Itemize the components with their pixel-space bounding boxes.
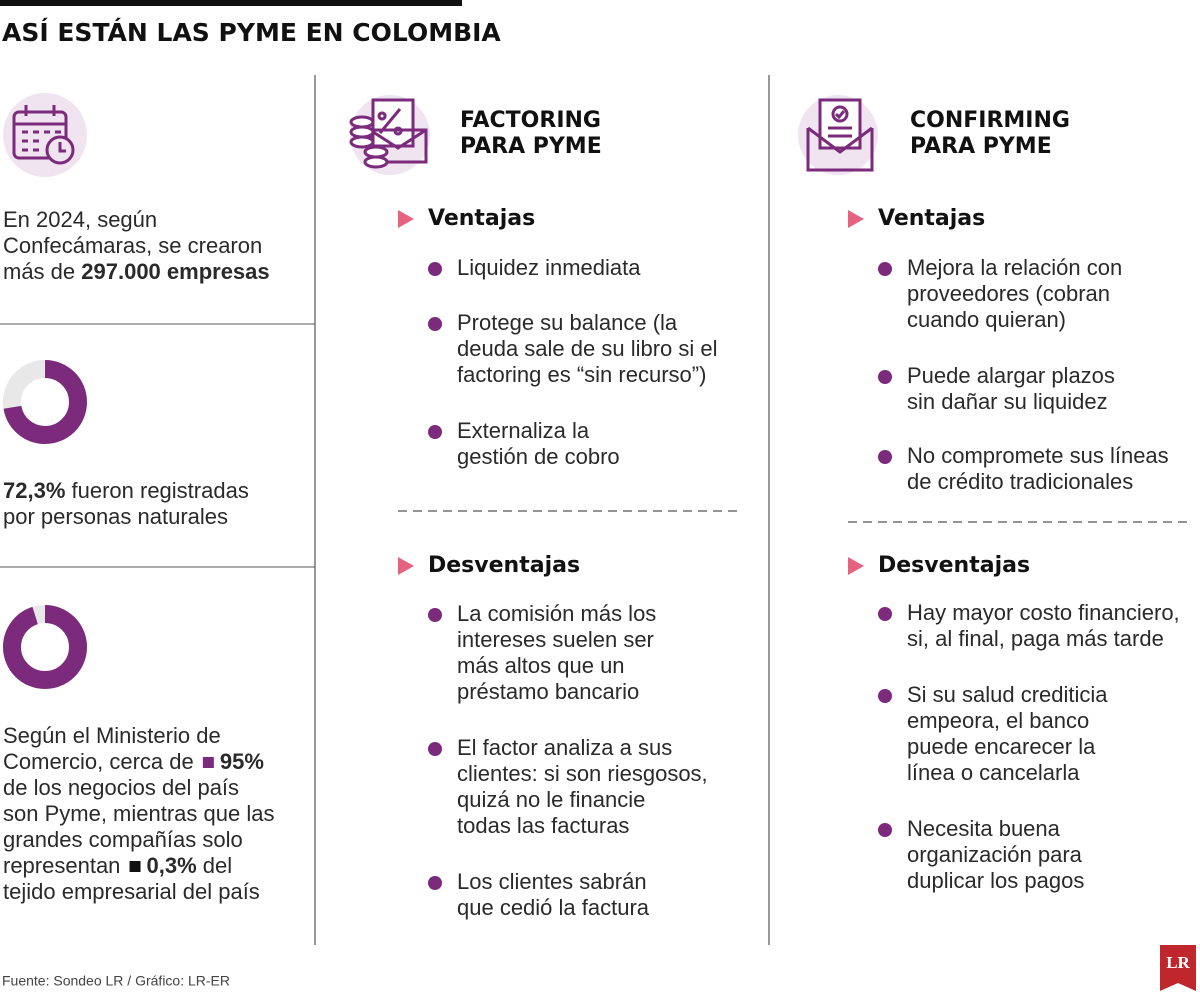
bullet-text: Si su salud crediticia — [907, 682, 1108, 707]
paragraph-line: En 2024, según — [3, 207, 157, 232]
bullet-text: de crédito tradicionales — [907, 469, 1133, 494]
bullet-text: todas las facturas — [457, 813, 629, 838]
text: Confecámaras, se crearon — [3, 233, 262, 258]
section-arrow — [848, 557, 864, 575]
column-title: PARA PYME — [460, 134, 602, 159]
swatch — [129, 861, 141, 872]
bullet — [428, 876, 442, 890]
text: del — [197, 853, 232, 878]
calendar-icon — [3, 93, 87, 177]
paragraph-line: 72,3% fueron registradas — [3, 478, 249, 503]
donut-segment — [3, 605, 87, 689]
bold-text: 72,3% — [3, 478, 65, 503]
bullet-text: sin dañar su liquidez — [907, 389, 1108, 414]
text: tejido empresarial del país — [3, 879, 260, 904]
paragraph-line: Según el Ministerio de — [3, 723, 221, 748]
text: de los negocios del país — [3, 775, 239, 800]
bullet-text: quizá no le financie — [457, 787, 645, 812]
paragraph-line: tejido empresarial del país — [3, 879, 260, 904]
paragraph-line: Confecámaras, se crearon — [3, 233, 262, 258]
section-arrow — [848, 210, 864, 228]
bullet-text: factoring es “sin recurso”) — [457, 362, 706, 387]
source: Fuente: Sondeo LR / Gráfico: LR-ER — [2, 973, 230, 989]
bullet — [878, 823, 892, 837]
bullet — [428, 742, 442, 756]
bullet-text: Mejora la relación con — [907, 255, 1122, 280]
column-title: FACTORING — [460, 108, 601, 133]
bold-text: 95% — [220, 749, 264, 774]
text: representan — [3, 853, 127, 878]
title: ASÍ ESTÁN LAS PYME EN COLOMBIA — [2, 18, 501, 47]
bullet-text: cuando quieran) — [907, 307, 1066, 332]
bullet — [878, 689, 892, 703]
bullet-text: puede encarecer la — [907, 734, 1096, 759]
bullet-text: Necesita buena — [907, 816, 1061, 841]
bullet-text: Protege su balance (la — [457, 310, 678, 335]
donut-segment — [3, 360, 87, 444]
bullet-text: Externaliza la — [457, 418, 590, 443]
bullet-text: línea o cancelarla — [907, 760, 1080, 785]
column-title: CONFIRMING — [910, 108, 1070, 133]
column-title: PARA PYME — [910, 134, 1052, 159]
section-heading: Desventajas — [878, 553, 1030, 578]
paragraph-line: representan 0,3% del — [3, 853, 232, 878]
text: más de — [3, 259, 81, 284]
bullet-text: Los clientes sabrán — [457, 869, 647, 894]
bullet — [878, 607, 892, 621]
bullet-text: si, al final, paga más tarde — [907, 626, 1164, 651]
bullet-text: que cedió la factura — [457, 895, 650, 920]
bullet-text: organización para — [907, 842, 1083, 867]
bullet-text: La comisión más los — [457, 601, 656, 626]
paragraph-line: Comercio, cerca de 95% — [3, 749, 264, 774]
bullet-text: deuda sale de su libro si el — [457, 336, 718, 361]
section-arrow — [398, 210, 414, 228]
text: En 2024, según — [3, 207, 157, 232]
paragraph-line: grandes compañías solo — [3, 827, 243, 852]
text: fueron registradas — [65, 478, 248, 503]
bullet-text: Hay mayor costo financiero, — [907, 600, 1180, 625]
bullet-text: No compromete sus líneas — [907, 443, 1169, 468]
paragraph-line: más de 297.000 empresas — [3, 259, 270, 284]
logo: LR — [1160, 945, 1196, 991]
bullet-text: más altos que un — [457, 653, 625, 678]
section-arrow — [398, 557, 414, 575]
text: son Pyme, mientras que las — [3, 801, 274, 826]
bullet — [428, 317, 442, 331]
paragraph-line: de los negocios del país — [3, 775, 239, 800]
bullet — [878, 450, 892, 464]
bold-text: 0,3% — [147, 853, 197, 878]
bullet-text: intereses suelen ser — [457, 627, 654, 652]
top-bar — [0, 0, 462, 6]
swatch — [202, 757, 214, 768]
bullet-text: Liquidez inmediata — [457, 255, 641, 280]
text: grandes compañías solo — [3, 827, 243, 852]
section-heading: Ventajas — [428, 206, 535, 231]
bold-text: 297.000 empresas — [81, 259, 269, 284]
bullet-text: empeora, el banco — [907, 708, 1089, 733]
paragraph-line: por personas naturales — [3, 504, 228, 529]
bullet-text: clientes: si son riesgosos, — [457, 761, 708, 786]
text: Comercio, cerca de — [3, 749, 200, 774]
logo-text: LR — [1166, 953, 1190, 972]
factoring-icon — [349, 95, 430, 175]
bullet — [428, 608, 442, 622]
bullet-text: El factor analiza a sus — [457, 735, 672, 760]
section-heading: Ventajas — [878, 206, 985, 231]
bullet-text: proveedores (cobran — [907, 281, 1110, 306]
text: por personas naturales — [3, 504, 228, 529]
bullet-text: Puede alargar plazos — [907, 363, 1115, 388]
bullet-text: duplicar los pagos — [907, 868, 1084, 893]
bullet — [428, 262, 442, 276]
confirming-icon — [798, 95, 878, 175]
bullet — [428, 425, 442, 439]
bullet-text: gestión de cobro — [457, 444, 620, 469]
text: Según el Ministerio de — [3, 723, 221, 748]
bullet — [878, 370, 892, 384]
paragraph-line: son Pyme, mientras que las — [3, 801, 274, 826]
bullet — [878, 262, 892, 276]
bullet-text: préstamo bancario — [457, 679, 639, 704]
section-heading: Desventajas — [428, 553, 580, 578]
